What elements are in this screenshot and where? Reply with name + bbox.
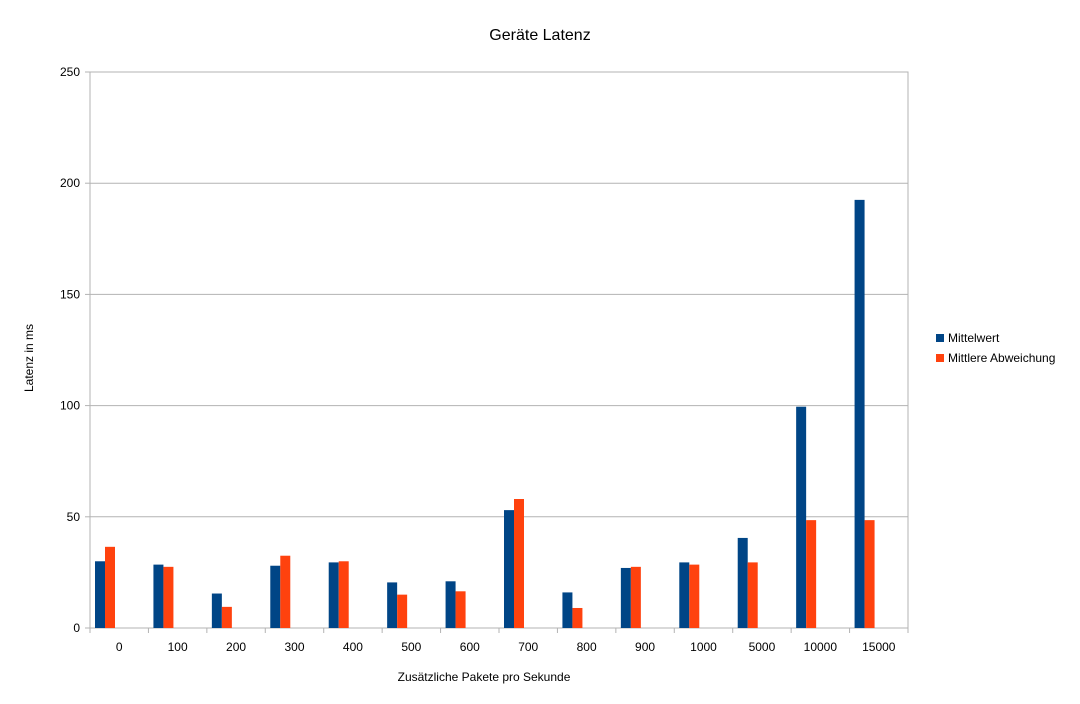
- bar-abweichung: [221, 606, 232, 628]
- x-tick-label: 15000: [862, 640, 896, 654]
- legend-label: Mittlere Abweichung: [948, 351, 1055, 365]
- bar-abweichung: [689, 564, 700, 628]
- y-tick-label: 100: [60, 399, 80, 413]
- legend-swatch: [936, 334, 944, 342]
- bar-abweichung: [397, 594, 408, 628]
- x-tick-label: 700: [518, 640, 538, 654]
- bar-mittelwert: [328, 562, 339, 628]
- y-axis-ticks: 0 50 100 150 200 250: [60, 65, 90, 635]
- bar-mittelwert: [445, 581, 456, 628]
- x-axis-label: Zusätzliche Pakete pro Sekunde: [398, 670, 571, 684]
- bar-mittelwert: [211, 593, 222, 628]
- gridlines: [90, 71, 908, 629]
- bar-mittelwert: [504, 510, 514, 628]
- bar-mittelwert: [95, 561, 105, 628]
- bar-abweichung: [105, 546, 115, 628]
- y-tick-label: 150: [60, 287, 80, 301]
- y-axis-label: Latenz in ms: [22, 324, 36, 392]
- plot-border: [89, 71, 909, 629]
- bar-mittelwert: [796, 406, 807, 628]
- y-tick-label: 200: [60, 176, 80, 190]
- bar-mittelwert: [153, 564, 164, 628]
- x-tick-label: 300: [284, 640, 304, 654]
- y-tick-label: 0: [73, 621, 80, 635]
- bar-mittelwert: [387, 582, 398, 628]
- bar-abweichung: [806, 520, 817, 628]
- y-tick-label: 50: [67, 510, 81, 524]
- x-tick-label: 100: [168, 640, 188, 654]
- y-tick-label: 250: [60, 65, 80, 79]
- x-tick-label: 900: [635, 640, 655, 654]
- x-tick-label: 600: [460, 640, 480, 654]
- bar-abweichung: [864, 520, 875, 628]
- bar-abweichung: [572, 607, 583, 628]
- bar-mittelwert: [737, 537, 748, 628]
- bars: [95, 199, 875, 628]
- bar-mittelwert: [854, 199, 865, 628]
- bar-abweichung: [747, 562, 758, 628]
- x-tick-label: 10000: [804, 640, 838, 654]
- bar-abweichung: [280, 555, 291, 628]
- x-tick-label: 200: [226, 640, 246, 654]
- x-tick-label: 500: [401, 640, 421, 654]
- bar-abweichung: [338, 561, 349, 628]
- bar-abweichung: [455, 591, 466, 628]
- x-tick-label: 800: [577, 640, 597, 654]
- x-tick-label: 5000: [749, 640, 776, 654]
- bar-abweichung: [514, 499, 524, 628]
- bar-mittelwert: [270, 565, 281, 628]
- x-axis-ticks: 0 100 200 300 400 500 600 700 800 900 1000 5000 1000…: [89, 628, 909, 654]
- x-tick-label: 1000: [690, 640, 717, 654]
- bar-mittelwert: [562, 592, 573, 628]
- bar-mittelwert: [679, 562, 690, 628]
- legend: Mittelwert Mittlere Abweichung: [936, 331, 1055, 365]
- x-tick-label: 0: [116, 640, 123, 654]
- legend-swatch: [936, 354, 944, 362]
- x-tick-label: 400: [343, 640, 363, 654]
- chart-title: Geräte Latenz: [489, 27, 590, 44]
- bar-abweichung: [630, 566, 641, 628]
- plot-area: [89, 71, 909, 629]
- bar-abweichung: [163, 566, 174, 628]
- legend-label: Mittelwert: [948, 331, 1000, 345]
- bar-mittelwert: [620, 567, 631, 628]
